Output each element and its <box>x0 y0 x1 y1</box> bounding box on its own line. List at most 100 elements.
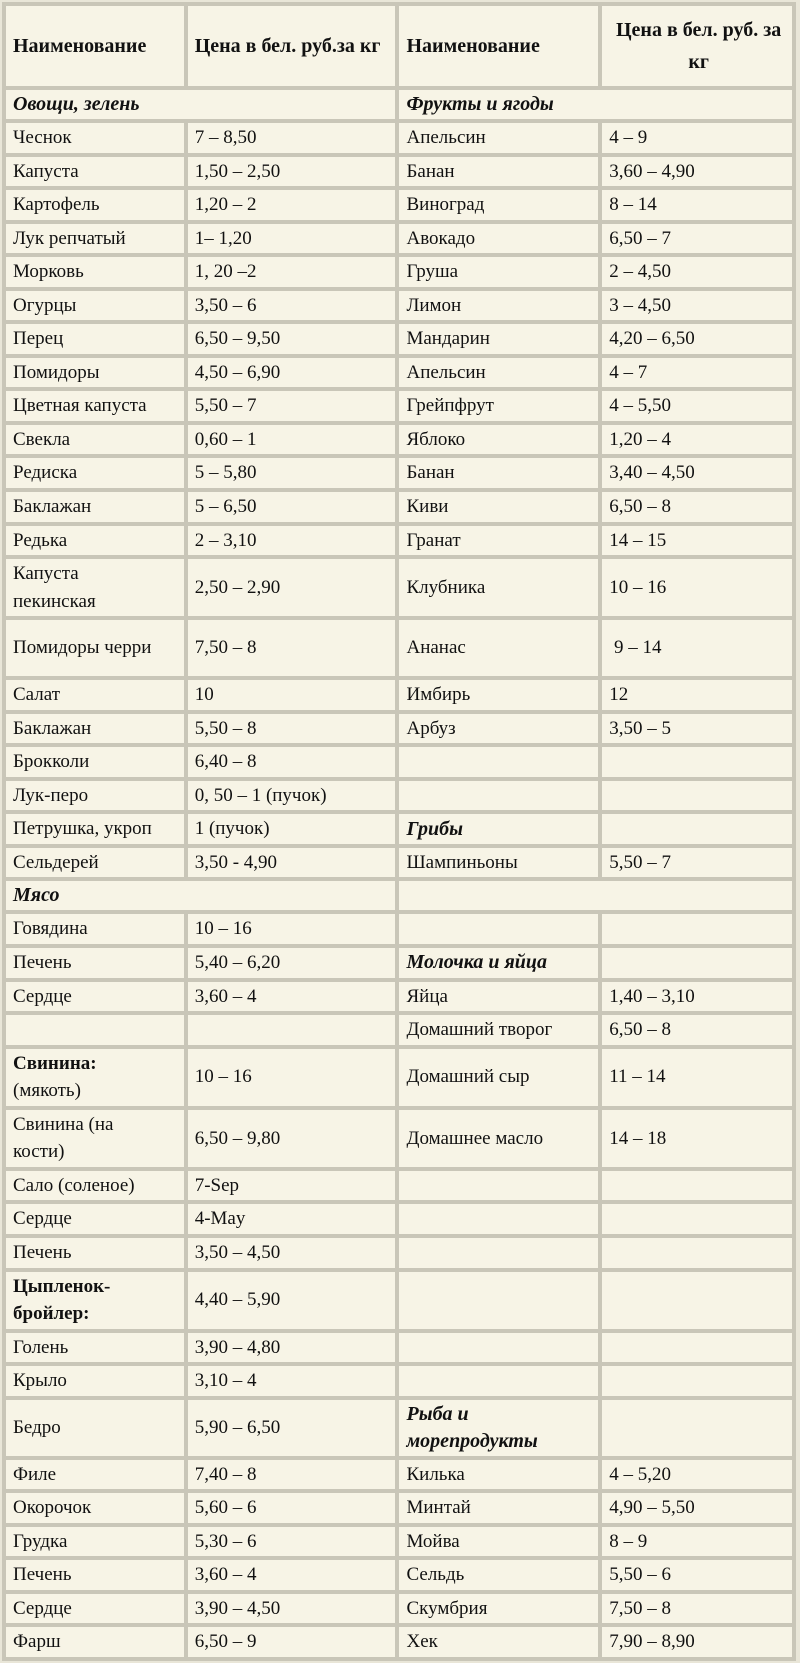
table-row: Лук репчатый 1– 1,20 Авокадо 6,50 – 7 <box>2 219 796 258</box>
item-price: 5,50 – 7 <box>598 843 796 882</box>
text-line: Сердце <box>13 1208 72 1230</box>
item-price: 1, 20 –2 <box>183 253 400 291</box>
text-line: Яйца <box>406 985 448 1007</box>
item-name: Капуста <box>2 152 188 191</box>
item-price: 6,50 – 9,80 <box>183 1105 400 1171</box>
table-row: Перец 6,50 – 9,50 Мандарин 4,20 – 6,50 <box>2 320 796 358</box>
item-price: 4-May <box>183 1200 400 1238</box>
header-name-left: Наименование <box>2 2 188 90</box>
item-price: 3,10 – 4 <box>183 1362 400 1400</box>
section-header: Рыба и морепродукты <box>395 1395 603 1460</box>
item-name: Яблоко <box>395 420 603 459</box>
table-row: Мясо <box>1 877 796 915</box>
item-price: 9 – 14 <box>598 616 796 681</box>
item-price: 1,40 – 3,10 <box>598 977 796 1016</box>
item-name: Бедро <box>2 1395 188 1460</box>
item-name: Помидоры черри <box>2 616 188 681</box>
item-name: Хек <box>395 1623 603 1661</box>
section-header: Грибы <box>395 810 603 848</box>
item-price: 6,50 – 7 <box>598 219 796 258</box>
item-price: 0,60 – 1 <box>183 420 400 459</box>
table-row: Лук-перо 0, 50 – 1 (пучок) <box>2 776 796 815</box>
text-line: Грейпфрут <box>406 395 494 417</box>
item-price: 5,90 – 6,50 <box>183 1395 400 1460</box>
text-line: Груша <box>406 261 459 283</box>
item-name: Огурцы <box>2 286 188 325</box>
item-price: 7 – 8,50 <box>183 119 400 157</box>
table-row: Фарш 6,50 – 9 Хек 7,90 – 8,90 <box>2 1623 796 1661</box>
section-header: Молочка и яйца <box>395 944 603 982</box>
text-line: Овощи, зелень <box>13 93 140 115</box>
item-price: 7,50 – 8 <box>598 1589 796 1628</box>
item-name: Говядина <box>2 910 188 949</box>
empty-cell <box>598 1328 796 1367</box>
item-name: Домашний сыр <box>395 1044 603 1110</box>
text-line: Мойва <box>406 1530 460 1552</box>
item-name: Печень <box>2 1556 188 1594</box>
item-name: Окорочок <box>2 1489 188 1527</box>
item-name: Лук-перо <box>2 776 188 815</box>
text-line: Баклажан <box>13 496 92 518</box>
item-price: 8 – 9 <box>598 1522 796 1561</box>
item-price: 4 – 5,50 <box>598 387 796 425</box>
item-price: 3,90 – 4,80 <box>183 1328 400 1367</box>
item-name: Свинина: (мякоть) <box>2 1044 188 1110</box>
item-price: 1 (пучок) <box>183 810 400 848</box>
item-price: 5 – 5,80 <box>183 454 400 492</box>
empty-cell <box>598 810 796 848</box>
empty-cell <box>395 776 603 815</box>
item-price: 3,60 – 4 <box>183 1556 400 1594</box>
item-price: 3,90 – 4,50 <box>183 1589 400 1628</box>
table-row: Свинина: (мякоть) 10 – 16 Домашний сыр 11 – … <box>2 1044 796 1110</box>
item-name: Крыло <box>2 1362 188 1400</box>
item-name: Редька <box>2 521 188 560</box>
text-line: бройлер: <box>13 1303 90 1325</box>
text-line: Яблоко <box>406 428 466 450</box>
table-row: Редиска 5 – 5,80 Банан 3,40 – 4,50 <box>2 454 796 492</box>
item-name: Арбуз <box>395 709 603 748</box>
text-line: Арбуз <box>406 717 456 739</box>
empty-cell <box>395 1166 603 1205</box>
item-name: Банан <box>395 152 603 191</box>
item-price: 7,90 – 8,90 <box>598 1623 796 1661</box>
text-line: Рыба и <box>406 1402 469 1425</box>
text-line: (мякоть) <box>13 1080 81 1102</box>
empty-cell <box>598 776 796 815</box>
text-line: Помидоры черри <box>13 637 152 659</box>
empty-cell <box>598 1166 796 1205</box>
item-price: 1,20 – 2 <box>183 186 400 224</box>
item-price: 6,50 – 9,50 <box>183 320 400 358</box>
table-row: Домашний творог 6,50 – 8 <box>2 1011 796 1049</box>
text-line: Редька <box>13 529 68 551</box>
text-line: Печень <box>13 1241 72 1263</box>
item-name: Брокколи <box>2 743 188 781</box>
item-price: 5 – 6,50 <box>183 488 400 526</box>
item-name: Баклажан <box>2 488 188 526</box>
item-name: Лимон <box>395 286 603 325</box>
item-price: 10 – 16 <box>183 910 400 949</box>
item-price: 6,50 – 8 <box>598 488 796 526</box>
text-line: Перец <box>13 328 64 350</box>
empty-cell <box>598 944 796 982</box>
table-row: Свекла 0,60 – 1 Яблоко 1,20 – 4 <box>2 420 796 459</box>
table-row: Морковь 1, 20 –2 Груша 2 – 4,50 <box>2 253 796 291</box>
text-line: Петрушка, укроп <box>13 818 152 840</box>
item-price: 2 – 4,50 <box>598 253 796 291</box>
item-name: Апельсин <box>395 119 603 157</box>
item-name: Имбирь <box>395 676 603 714</box>
table-row: Говядина 10 – 16 <box>2 910 796 949</box>
item-name: Капуста пекинская <box>2 555 188 621</box>
item-price: 5,30 – 6 <box>183 1522 400 1561</box>
item-name: Скумбрия <box>395 1589 603 1628</box>
text-line: Огурцы <box>13 294 77 316</box>
table-body: Овощи, зелень Фрукты и ягоды Чеснок 7 – 8,5… <box>1 86 796 1661</box>
text-line: Килька <box>406 1463 465 1485</box>
text-line: Цветная капуста <box>13 395 147 417</box>
text-line: Бедро <box>13 1416 61 1438</box>
item-price: 3,60 – 4,90 <box>598 152 796 191</box>
item-price: 3 – 4,50 <box>598 286 796 325</box>
item-name: Шампиньоны <box>395 843 603 882</box>
table-row: Салат 10 Имбирь 12 <box>2 676 796 714</box>
text-line: Сердце <box>13 1597 72 1619</box>
